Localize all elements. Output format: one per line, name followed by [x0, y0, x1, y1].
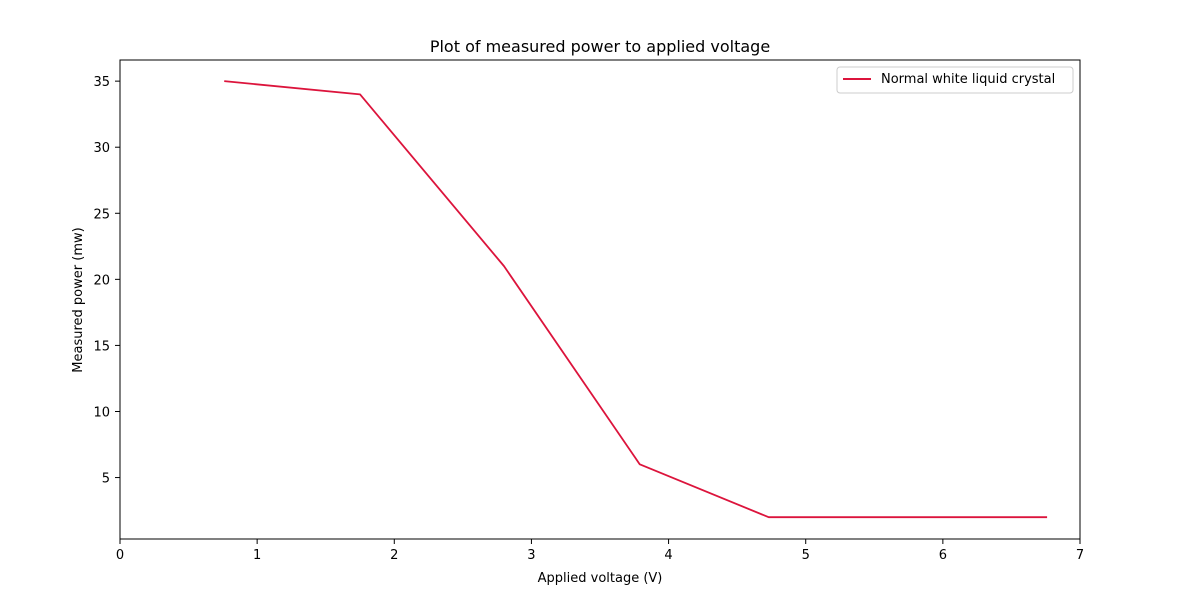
y-tick-label: 25	[93, 207, 110, 222]
x-tick-label: 6	[939, 548, 947, 563]
y-tick-label: 5	[102, 472, 110, 487]
legend-box	[836, 66, 1074, 94]
x-tick-label: 7	[1076, 548, 1084, 563]
y-tick-label: 15	[93, 339, 110, 354]
chart-title: Plot of measured power to applied voltag…	[430, 37, 770, 56]
x-axis-ticks: 0 1 2 3 4 5 6 7	[116, 539, 1084, 563]
y-axis-label: Measured power (mw)	[71, 227, 86, 372]
x-tick-label: 3	[527, 548, 535, 563]
legend-entry-label: Normal white liquid crystal	[881, 72, 1055, 87]
x-tick-label: 1	[253, 548, 261, 563]
x-axis-label: Applied voltage (V)	[538, 571, 663, 586]
y-axis-ticks: 5 10 15 20 25 30 35	[93, 75, 120, 487]
y-tick-label: 20	[93, 273, 110, 288]
x-tick-label: 4	[664, 548, 672, 563]
x-tick-label: 0	[116, 548, 124, 563]
plot-area-frame	[119, 59, 1081, 540]
x-tick-label: 2	[390, 548, 398, 563]
y-tick-label: 30	[93, 141, 110, 156]
y-tick-label: 10	[93, 405, 110, 420]
series-layer	[224, 80, 1048, 519]
x-tick-label: 5	[802, 548, 810, 563]
y-tick-label: 35	[93, 75, 110, 90]
series-line-0	[224, 80, 1048, 519]
legend: Normal white liquid crystal	[836, 66, 1074, 94]
